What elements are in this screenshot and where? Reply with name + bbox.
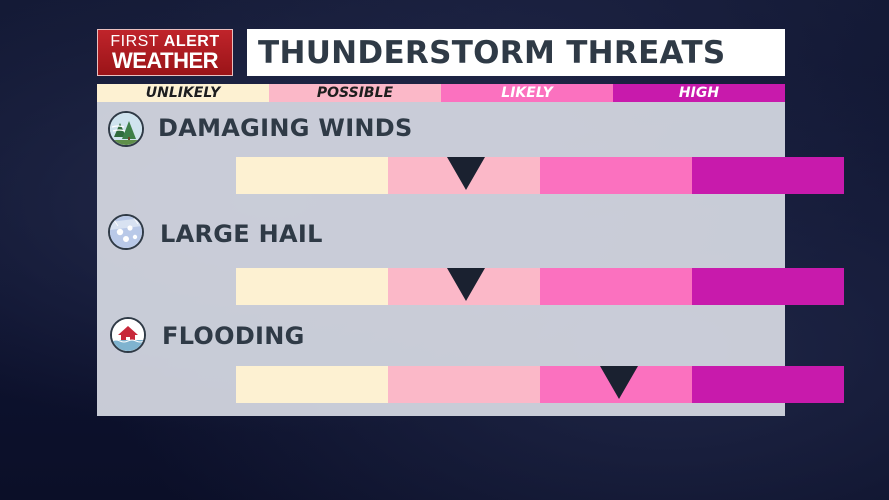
wind-tree-icon [108, 111, 144, 147]
scale-header: UNLIKELY POSSIBLE LIKELY HIGH [97, 84, 785, 102]
bar-segment-high [692, 366, 844, 403]
logo-line-2: WEATHER [111, 48, 219, 73]
flood-house-icon [110, 317, 146, 353]
logo-line-1: FIRST ALERT [110, 33, 220, 50]
scale-level-high: HIGH [613, 84, 785, 102]
scale-level-likely: LIKELY [441, 84, 613, 102]
threat-label-damaging-winds: DAMAGING WINDS [158, 114, 413, 142]
threat-bar-flooding [236, 366, 844, 403]
bar-segment-possible [388, 366, 540, 403]
bar-segment-unlikely [236, 366, 388, 403]
threats-panel: DAMAGING WINDS LARGE HAIL [97, 102, 844, 416]
threat-marker-flooding [600, 366, 639, 399]
page-title: THUNDERSTORM THREATS [258, 34, 726, 71]
bar-segment-unlikely [236, 157, 388, 194]
bar-segment-high [692, 157, 844, 194]
scale-level-unlikely: UNLIKELY [97, 84, 269, 102]
hail-icon [108, 214, 144, 250]
title-banner: THUNDERSTORM THREATS [247, 29, 785, 76]
threat-marker-damaging-winds [446, 157, 485, 190]
threat-bar-damaging-winds [236, 157, 844, 194]
threat-bar-large-hail [236, 268, 844, 305]
first-alert-weather-logo: FIRST ALERT WEATHER [97, 29, 233, 76]
bar-segment-unlikely [236, 268, 388, 305]
bar-segment-high [692, 268, 844, 305]
threat-label-flooding: FLOODING [162, 322, 305, 350]
threat-label-large-hail: LARGE HAIL [160, 220, 323, 248]
threat-marker-large-hail [446, 268, 485, 301]
bar-segment-likely [540, 268, 692, 305]
scale-level-possible: POSSIBLE [269, 84, 441, 102]
bar-segment-likely [540, 157, 692, 194]
